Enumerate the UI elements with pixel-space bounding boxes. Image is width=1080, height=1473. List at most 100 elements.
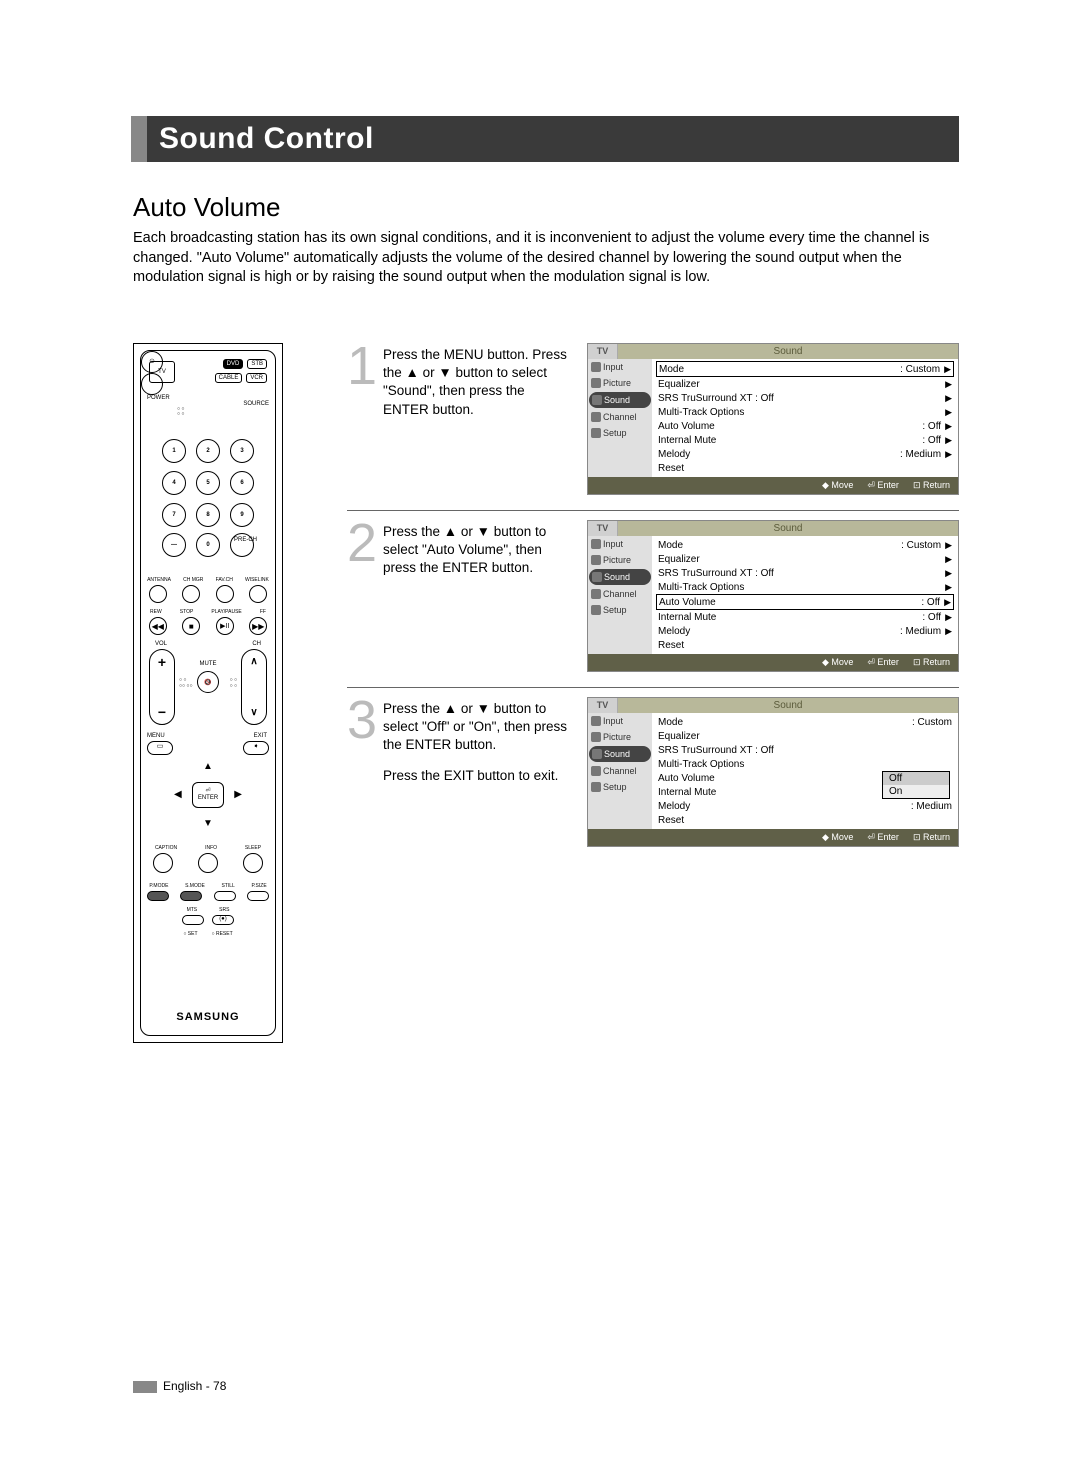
osd-tab-sound: Sound (589, 569, 651, 585)
osd-footer: ◆ Move ⏎ Enter ⊡ Return (588, 477, 958, 494)
osd-tab-channel: Channel (588, 763, 652, 779)
step-3-text2: Press the EXIT button to exit. (383, 767, 573, 785)
osd-tab-input: Input (588, 536, 652, 552)
osd-row-av: Auto Volume: Off▶ (656, 419, 954, 433)
page-subtitle: Auto Volume (133, 192, 280, 223)
num-6-label: 6 (240, 480, 243, 486)
exit-button: ➧ (243, 741, 269, 755)
eq-label: Equalizer (658, 554, 700, 565)
chmgr-label: CH MGR (183, 577, 203, 583)
remote-num-8: 8 (196, 503, 220, 527)
tab-picture-label: Picture (603, 732, 631, 742)
step-1-text: Press the MENU button. Press the ▲ or ▼ … (383, 346, 573, 419)
move-text: Move (831, 480, 853, 490)
osd-tab-sound: Sound (589, 392, 651, 408)
remote-power-label: POWER (147, 395, 170, 401)
exit-label: EXIT (254, 733, 267, 739)
mt-label: Multi-Track Options (658, 407, 744, 418)
osd-row-eq: Equalizer (656, 729, 954, 743)
chmgr-button (182, 585, 200, 603)
input-icon (591, 362, 601, 372)
tab-setup-label: Setup (603, 428, 627, 438)
setup-icon (591, 605, 601, 615)
remote-transport-labels: REW STOP PLAY/PAUSE FF (141, 609, 275, 615)
psize-label: P.SIZE (251, 883, 266, 889)
dpad-left: ◀ (174, 789, 182, 800)
dpad-down: ▼ (203, 818, 213, 829)
reset-label: Reset (658, 463, 684, 474)
return-text: Return (923, 832, 950, 842)
enter-hint: ⏎ Enter (867, 832, 899, 843)
setup-icon (591, 428, 601, 438)
tab-input-label: Input (603, 539, 623, 549)
osd-row-mel: Melody: Medium (656, 799, 954, 813)
play-label: PLAY/PAUSE (211, 609, 241, 615)
divider-2 (347, 687, 959, 688)
remote-src-row1: DVD STB (223, 359, 267, 369)
osd-row-eq: Equalizer▶ (656, 377, 954, 391)
remote-num-0: 0 (196, 533, 220, 557)
arrow-icon: ▶ (945, 407, 952, 418)
arrow-icon: ▶ (945, 626, 952, 636)
dpad-right: ▶ (234, 789, 242, 800)
osd-row-mt: Multi-Track Options (656, 757, 954, 771)
remote-prech-label: PRE-CH (234, 537, 257, 543)
osd-row-reset: Reset (656, 461, 954, 475)
av-label: Auto Volume (658, 421, 715, 432)
osd-tv-label: TV (588, 698, 618, 713)
step-3-text-wrap: Press the ▲ or ▼ button to select "Off" … (383, 700, 573, 785)
arrow-icon: ▶ (945, 612, 952, 622)
vol-label: VOL (155, 641, 167, 647)
move-hint: ◆ Move (822, 480, 853, 491)
osd-list-2: Mode: Custom▶ Equalizer▶ SRS TruSurround… (652, 536, 958, 654)
caption-button (153, 853, 173, 873)
osd-footer: ◆ Move ⏎ Enter ⊡ Return (588, 829, 958, 846)
enter-button: ⏎ENTER (192, 782, 224, 808)
mode-row (141, 891, 275, 901)
tab-channel-label: Channel (603, 589, 637, 599)
osd-row-im: Internal Mute: Off▶ (656, 610, 954, 624)
footer-accent (133, 1381, 157, 1393)
num-0-label: 0 (206, 542, 209, 548)
mel-label: Melody (658, 449, 690, 460)
osd-tabs: Input Picture Sound Channel Setup (588, 536, 652, 654)
input-icon (591, 539, 601, 549)
reset-label: Reset (658, 640, 684, 651)
osd-title: Sound (618, 521, 958, 536)
mel-value: : Medium (900, 626, 941, 637)
osd-row-eq: Equalizer▶ (656, 552, 954, 566)
num-9-label: 9 (240, 512, 243, 518)
mts-label: MTS (187, 907, 198, 913)
enter-text: Enter (877, 657, 899, 667)
remote-stb-button: STB (247, 359, 267, 369)
favch-label: FAV.CH (216, 577, 233, 583)
psize-button (247, 891, 269, 901)
osd-tabs: Input Picture Sound Channel Setup (588, 713, 652, 829)
ff-button: ▶▶ (249, 617, 267, 635)
set-label: ○ SET (183, 931, 197, 937)
section-header: Sound Control (147, 116, 959, 162)
osd-row-reset: Reset (656, 813, 954, 827)
rew-label: REW (150, 609, 162, 615)
cis-row (141, 853, 275, 873)
eq-label: Equalizer (658, 731, 700, 742)
num-7-label: 7 (172, 512, 175, 518)
mute-button: 🔇 (197, 671, 219, 693)
remote-label-row: ANTENNA CH MGR FAV.CH WISELINK (141, 577, 275, 583)
rew-button: ◀◀ (149, 617, 167, 635)
ff-label: FF (260, 609, 266, 615)
remote-dvd-button: DVD (223, 359, 244, 369)
remote-num-6: 6 (230, 471, 254, 495)
return-text: Return (923, 480, 950, 490)
remote-dash-button: — (162, 533, 186, 557)
tab-sound-label: Sound (604, 572, 630, 582)
info-label: INFO (205, 845, 217, 851)
divider-1 (347, 510, 959, 511)
ch-label: CH (252, 641, 261, 647)
sound-icon (592, 395, 602, 405)
led-dots-right: ○ ○○ ○ (230, 677, 237, 689)
mode-labels: P.MODE S.MODE STILL P.SIZE (141, 883, 275, 889)
im-label: Internal Mute (658, 435, 716, 446)
section-title: Sound Control (159, 122, 374, 156)
move-hint: ◆ Move (822, 657, 853, 668)
